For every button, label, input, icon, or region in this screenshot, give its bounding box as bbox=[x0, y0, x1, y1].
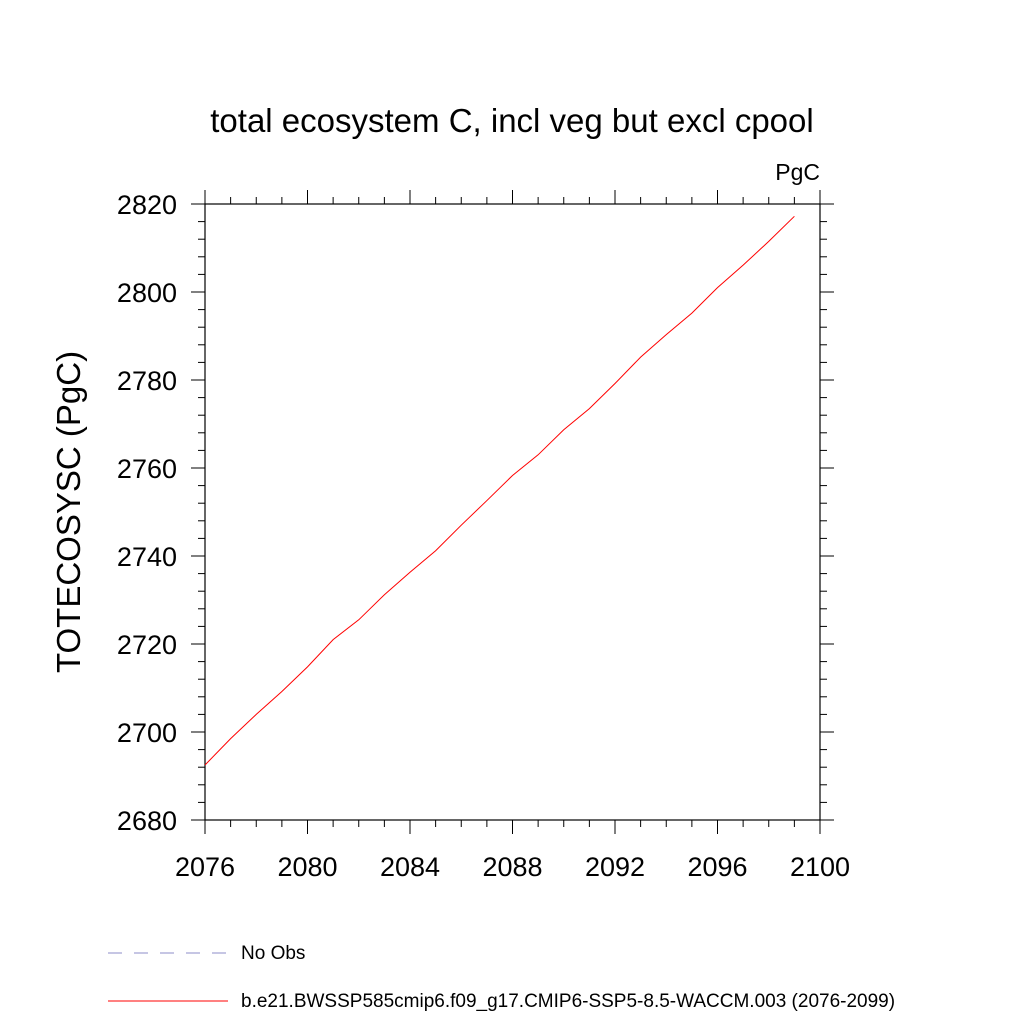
legend-label-simulation: b.e21.BWSSP585cmip6.f09_g17.CMIP6-SSP5-8… bbox=[241, 991, 895, 1012]
x-axis-tick-labels: 2076 2080 2084 2088 2092 2096 2100 bbox=[175, 852, 850, 882]
y-axis-label: TOTECOSYSC (PgC) bbox=[50, 351, 87, 673]
y-tick-label: 2820 bbox=[117, 190, 177, 220]
x-tick-label: 2084 bbox=[380, 852, 440, 882]
x-tick-label: 2092 bbox=[585, 852, 645, 882]
y-tick-label: 2760 bbox=[117, 454, 177, 484]
series-line bbox=[204, 215, 795, 766]
y-tick-label: 2740 bbox=[117, 542, 177, 572]
y-tick-label: 2800 bbox=[117, 278, 177, 308]
y-tick-label: 2700 bbox=[117, 718, 177, 748]
legend-label-no-obs: No Obs bbox=[241, 943, 305, 964]
x-tick-label: 2080 bbox=[277, 852, 337, 882]
legend: No Obs b.e21.BWSSP585cmip6.f09_g17.CMIP6… bbox=[108, 943, 895, 1012]
x-tick-label: 2096 bbox=[687, 852, 747, 882]
x-tick-label: 2088 bbox=[482, 852, 542, 882]
y-tick-label: 2680 bbox=[117, 806, 177, 836]
plot-frame bbox=[204, 203, 821, 821]
y-axis-tick-labels: 2680 2700 2720 2740 2760 2780 2800 2820 bbox=[117, 190, 177, 836]
x-tick-label: 2076 bbox=[175, 852, 235, 882]
chart-title: total ecosystem C, incl veg but excl cpo… bbox=[210, 102, 813, 139]
axis-ticks bbox=[191, 190, 834, 834]
y-tick-label: 2780 bbox=[117, 366, 177, 396]
y-tick-label: 2720 bbox=[117, 630, 177, 660]
x-tick-label: 2100 bbox=[790, 852, 850, 882]
units-label: PgC bbox=[775, 159, 820, 185]
